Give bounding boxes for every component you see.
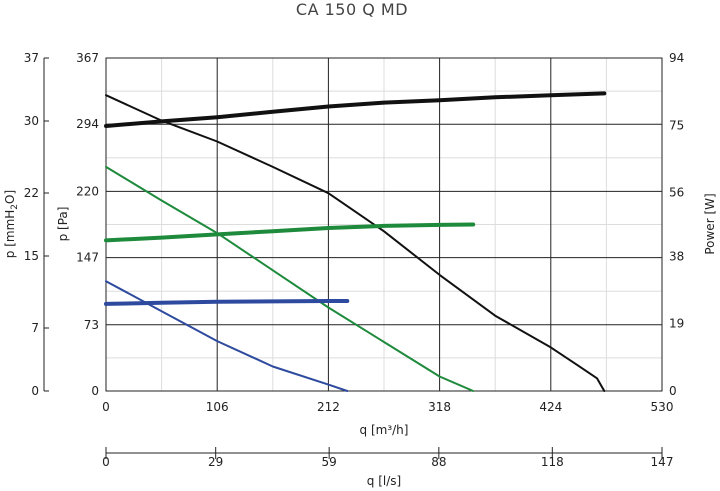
y-power-axis-title: Power [W] xyxy=(703,193,717,254)
x2-axis-title: q [l/s] xyxy=(367,474,401,488)
y-mmh2o-tick-label: 37 xyxy=(24,51,39,65)
x2-axis-ticks: 0 29 59 88 118 147 xyxy=(102,447,673,469)
x-tick-label: 530 xyxy=(651,400,674,414)
y-pressure-axis-title: p [Pa] xyxy=(56,207,70,242)
power-curve xyxy=(104,299,350,306)
chart-title: CA 150 Q MD xyxy=(296,0,408,19)
y-mmh2o-title-end: O] xyxy=(3,190,17,204)
x-tick-label: 106 xyxy=(206,400,229,414)
x2-tick-label: 29 xyxy=(208,455,223,469)
y-mmh2o-tick-label: 30 xyxy=(24,114,39,128)
y-pressure-tick-label: 220 xyxy=(76,184,99,198)
x2-tick-label: 118 xyxy=(541,455,564,469)
axis-ticks: 0 106 212 318 424 530 0 73 147 220 294 367 0 7 15 22 30 3… xyxy=(24,51,685,414)
y-mmh2o-tick-label: 15 xyxy=(24,249,39,263)
x-tick-label: 424 xyxy=(539,400,562,414)
y-power-tick-label: 56 xyxy=(669,186,684,200)
y-mmh2o-tick-label: 7 xyxy=(31,321,39,335)
x-tick-label: 212 xyxy=(317,400,340,414)
x-tick-label: 318 xyxy=(428,400,451,414)
x2-tick-label: 0 xyxy=(102,455,110,469)
pressure-curve xyxy=(105,280,349,392)
y-mmh2o-axis-title: p [mmH2O] xyxy=(3,190,20,258)
y-power-tick-label: 0 xyxy=(669,384,677,398)
y-mmh2o-title-main: p [mmH xyxy=(3,210,17,259)
y-power-tick-label: 38 xyxy=(669,249,684,263)
power-curve xyxy=(104,91,607,128)
y-mmh2o-tick-label: 0 xyxy=(31,384,39,398)
pressure-curve xyxy=(105,165,475,392)
x2-tick-label: 59 xyxy=(322,455,337,469)
y-mmh2o-title-sub: 2 xyxy=(10,204,20,210)
y-pressure-tick-label: 0 xyxy=(91,384,99,398)
series-layer xyxy=(104,91,607,392)
y-pressure-tick-label: 147 xyxy=(76,251,99,265)
plot-frame xyxy=(105,57,663,392)
y-pressure-tick-label: 367 xyxy=(76,51,99,65)
x-axis-title: q [m³/h] xyxy=(360,423,409,437)
y-mmh2o-tick-label: 22 xyxy=(24,186,39,200)
y-pressure-tick-label: 294 xyxy=(76,117,99,131)
pressure-curve xyxy=(105,94,606,392)
y-power-tick-label: 94 xyxy=(669,51,684,65)
power-curve xyxy=(104,222,476,243)
y-pressure-tick-label: 73 xyxy=(84,318,99,332)
y-power-tick-label: 19 xyxy=(669,317,684,331)
x2-tick-label: 147 xyxy=(651,455,674,469)
x2-tick-label: 88 xyxy=(431,455,446,469)
x-tick-label: 0 xyxy=(102,400,110,414)
y-power-tick-label: 75 xyxy=(669,118,684,132)
